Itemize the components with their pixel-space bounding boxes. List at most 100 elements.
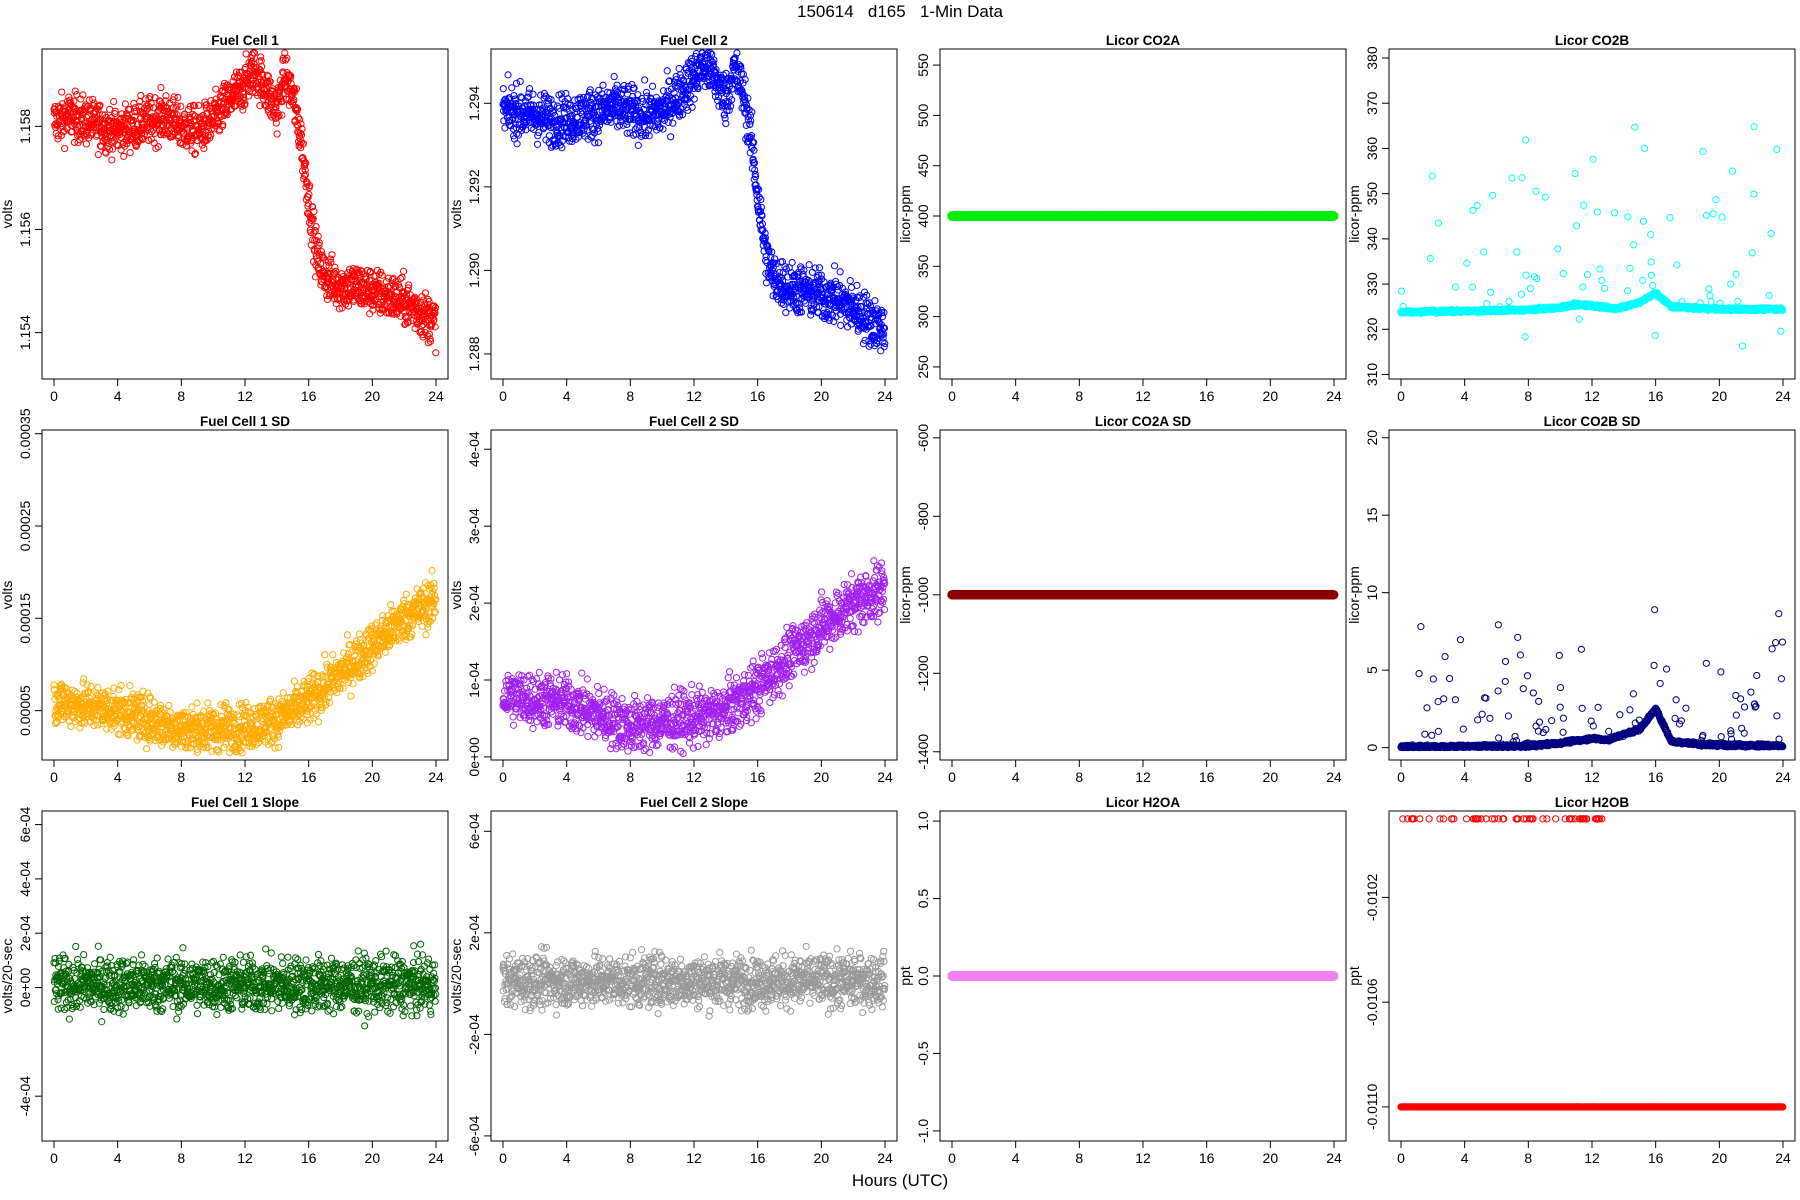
y-tick-label: 350 [1364,182,1380,206]
data-point [273,120,279,126]
x-tick-label: 16 [750,388,766,404]
data-point [1488,289,1494,295]
data-point [1542,194,1548,200]
data-point [213,86,219,92]
x-tick-label: 4 [1461,388,1469,404]
data-point [401,268,407,274]
data-point [274,131,280,137]
data-point [1533,188,1539,194]
data-point [878,348,884,354]
data-point [158,84,164,90]
x-tick-label: 16 [1199,388,1215,404]
data-point [109,157,115,163]
x-tick-label: 8 [1524,388,1532,404]
data-point [668,134,674,140]
panel-title: Licor CO2A [1106,33,1181,48]
data-point [329,252,335,258]
panel-title: Licor CO2B [1555,33,1630,48]
y-axis-label: volts [0,200,15,229]
data-point [1509,175,1515,181]
data-point [711,57,717,63]
y-tick-label: 1.154 [17,315,33,350]
data-point [1484,301,1490,307]
data-point [514,141,520,147]
y-axis-label: volts [448,200,464,229]
data-point [670,120,676,126]
y-tick-label: 360 [1364,137,1380,161]
data-point [614,82,620,88]
data-point [809,269,815,275]
data-point [1489,192,1495,198]
panel-fc2: Fuel Cell 20 4 8 12 16 20 241.2881.2901.2921.2… [448,33,897,404]
series-points [948,212,1338,220]
data-point [505,72,511,78]
y-tick-label: 1.294 [466,86,482,121]
series-points [500,50,888,354]
y-tick-label: 1.288 [466,336,482,371]
y-tick-label: 500 [915,104,931,128]
data-point [1474,202,1480,208]
data-point [650,83,656,89]
data-point [422,290,428,296]
data-point [1481,249,1487,255]
data-point [1519,175,1525,181]
y-tick-label: 1.156 [17,212,33,247]
x-tick-label: 12 [1135,388,1151,404]
y-tick-label: 330 [1364,272,1380,296]
data-point [854,282,860,288]
panel-fc1: Fuel Cell 10 4 8 12 16 20 241.1541.1561.158vol… [0,33,448,404]
x-tick-label: 20 [814,388,830,404]
plot-frame [42,49,448,379]
x-tick-label: 16 [301,388,317,404]
data-point [1427,255,1433,261]
data-point [313,224,319,230]
series-points [51,50,439,356]
x-tick-label: 12 [686,388,702,404]
y-tick-label: 380 [1364,46,1380,70]
data-point [789,259,795,265]
data-point [600,82,606,88]
data-point [1464,260,1470,266]
data-point [1523,272,1529,278]
data-point [62,145,68,151]
data-point [1429,173,1435,179]
data-point [1514,249,1520,255]
data-point [1527,285,1533,291]
data-point [513,80,519,86]
x-tick-label: 8 [1075,388,1083,404]
x-tick-label: 24 [428,388,444,404]
y-tick-label: 340 [1364,227,1380,251]
y-tick-label: 1.158 [17,109,33,144]
data-point [806,262,812,268]
data-point [500,86,506,92]
data-point [1523,137,1529,143]
y-tick-label: 1.290 [466,253,482,288]
y-axis-label: licor-ppm [1346,185,1362,243]
data-point [1435,220,1441,226]
panel-title: Fuel Cell 1 [211,33,279,48]
data-point [611,73,617,79]
panel-co2b: Licor CO2B0 4 8 12 16 20 243103203303403503603… [1346,33,1795,404]
x-tick-label: 20 [1263,388,1279,404]
data-point [121,153,127,159]
y-tick-label: 320 [1364,317,1380,341]
x-tick-label: 12 [237,388,253,404]
data-point [399,274,405,280]
data-point [847,278,853,284]
y-tick-label: 350 [915,254,931,278]
data-point [1522,334,1528,340]
x-tick-label: 4 [1012,388,1020,404]
data-point [837,269,843,275]
y-tick-label: 370 [1364,91,1380,115]
data-point [816,265,822,271]
x-tick-label: 0 [948,388,956,404]
x-tick-label: 0 [499,388,507,404]
data-point [1398,288,1404,294]
x-tick-label: 8 [177,388,185,404]
y-axis-label: licor-ppm [897,185,913,243]
y-tick-label: 450 [915,154,931,178]
x-tick-label: 24 [1775,388,1791,404]
panel-title: Fuel Cell 2 [660,33,728,48]
